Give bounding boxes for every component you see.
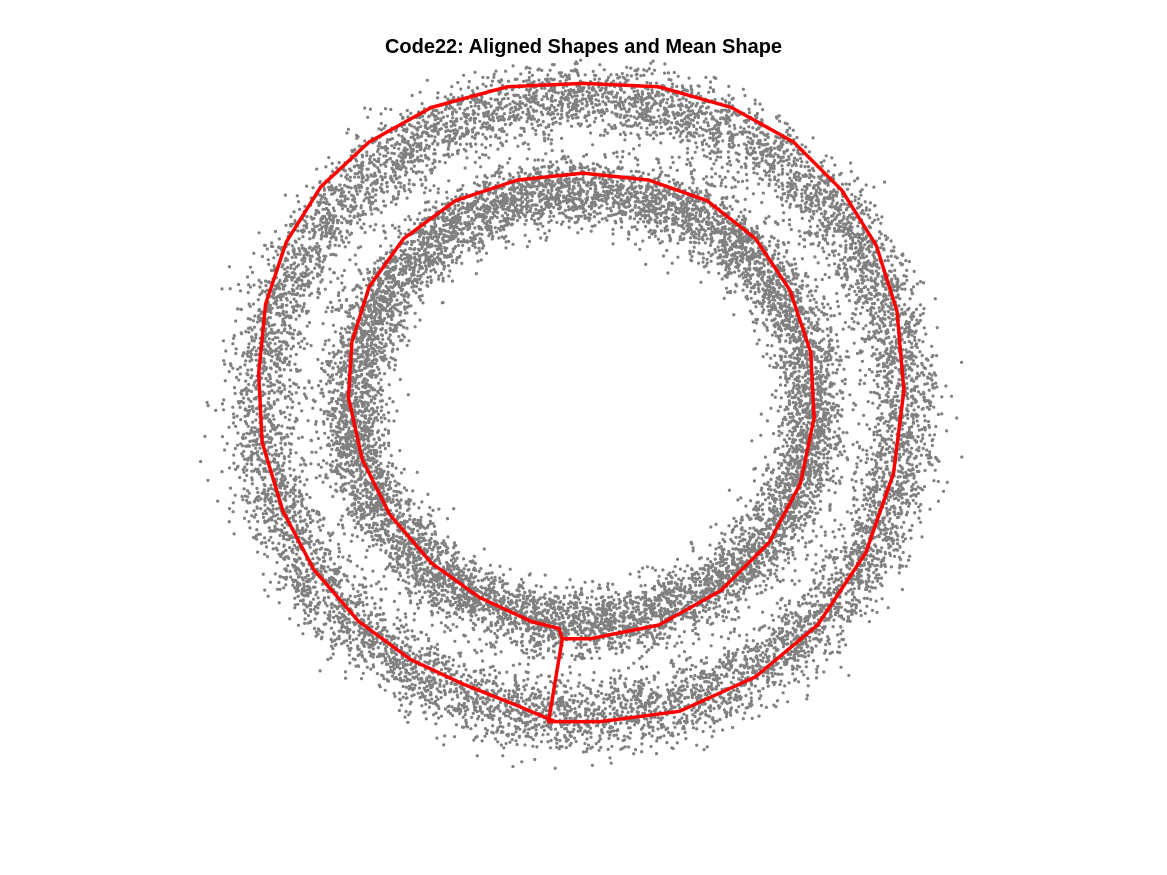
mean-shape-line [256, 81, 906, 724]
chart-title: Code22: Aligned Shapes and Mean Shape [384, 36, 783, 58]
aligned-point-cloud [199, 58, 964, 770]
aligned-shapes-points [199, 58, 964, 770]
mean-shape-layer [256, 81, 906, 724]
